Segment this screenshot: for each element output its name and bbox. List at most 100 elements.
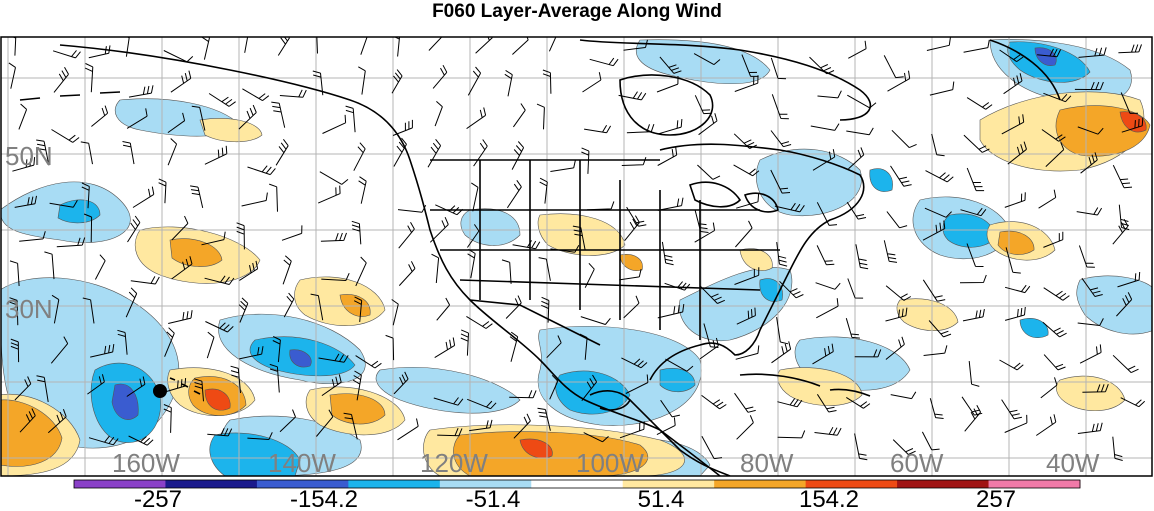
wind-barb — [513, 413, 531, 439]
wind-barb — [391, 299, 399, 326]
wind-barb — [321, 374, 342, 397]
wind-barb — [19, 231, 46, 242]
wind-barb — [391, 69, 403, 94]
wind-barb — [319, 171, 349, 185]
wind-barb — [854, 349, 882, 358]
wind-barb — [929, 398, 944, 419]
positive-anomaly-mid-regions — [1, 105, 1151, 476]
wind-barb — [208, 93, 236, 107]
wind-barb — [539, 177, 548, 204]
wind-barb — [467, 248, 476, 279]
wind-barb — [433, 397, 464, 406]
wind-barb — [550, 159, 576, 172]
wind-barb — [572, 225, 586, 250]
wind-barb — [1001, 114, 1025, 135]
wind-barb — [8, 62, 16, 89]
wind-barb — [817, 90, 842, 99]
wind-barb — [1007, 141, 1027, 165]
colorbar-swatch — [74, 480, 166, 488]
wind-barb — [56, 237, 86, 248]
wind-barb — [431, 253, 440, 284]
wind-barb — [537, 407, 551, 431]
wind-barb — [735, 345, 760, 360]
wind-barb — [885, 336, 905, 360]
lon-label-160w: 160W — [112, 448, 180, 478]
wind-barb — [1118, 204, 1130, 231]
wind-barb — [812, 149, 836, 171]
wind-barb — [963, 39, 990, 53]
wind-barb — [467, 66, 482, 96]
wind-barb — [922, 220, 946, 241]
wind-barb — [1043, 92, 1072, 103]
wind-barb — [1043, 354, 1066, 371]
wind-barb — [167, 138, 178, 166]
wind-barb — [47, 409, 67, 434]
wind-barb — [126, 108, 148, 129]
wind-barb — [816, 245, 835, 266]
wind-barb — [504, 69, 513, 97]
wind-barb — [310, 293, 324, 321]
wind-barb — [816, 394, 837, 413]
wind-barb — [664, 281, 691, 291]
wind-barb — [18, 103, 28, 130]
wind-barb — [1001, 399, 1023, 420]
wind-barb — [657, 304, 685, 319]
wind-barb — [774, 202, 805, 213]
wind-barb — [52, 50, 81, 59]
us-mexico-border — [469, 299, 601, 346]
wind-barb — [275, 139, 289, 166]
wind-barb — [506, 180, 522, 209]
wind-barb — [44, 251, 55, 280]
wind-barb — [469, 419, 493, 432]
wind-barb — [164, 327, 175, 357]
wind-barb — [923, 345, 948, 356]
wind-barb — [473, 139, 488, 167]
wind-barb — [656, 417, 676, 436]
wind-barb — [536, 103, 545, 130]
wind-barb — [1003, 73, 1023, 95]
wind-barb — [587, 201, 615, 211]
wind-barb — [393, 137, 407, 167]
lon-label-60w: 60W — [890, 448, 944, 478]
wind-barb — [846, 201, 867, 220]
wind-barb — [53, 67, 69, 93]
wind-barb — [509, 331, 519, 362]
wind-barb — [1077, 126, 1104, 135]
wind-barb — [279, 89, 307, 98]
wind-barb — [658, 119, 683, 135]
wind-barb — [51, 294, 60, 324]
colorbar-swatch — [165, 480, 258, 488]
wind-barb — [999, 49, 1024, 63]
wind-barb — [815, 282, 841, 290]
wind-barb — [316, 37, 318, 54]
wind-barb — [318, 185, 341, 204]
wind-barb — [435, 204, 464, 216]
wind-barb — [466, 224, 480, 248]
lon-label-140w: 140W — [268, 448, 336, 478]
wind-barb — [460, 329, 469, 356]
wind-barb — [321, 272, 350, 281]
wind-barb — [550, 244, 580, 253]
wind-barb — [272, 336, 281, 363]
wind-barb — [397, 418, 419, 441]
wind-barb — [81, 182, 90, 209]
wind-barb — [883, 240, 898, 263]
wind-barb — [1004, 284, 1031, 294]
wind-barb — [548, 37, 557, 52]
cuba — [739, 373, 821, 387]
wind-barb — [770, 57, 787, 80]
wind-barb — [90, 344, 115, 358]
wind-barb — [925, 170, 954, 183]
wind-barb — [848, 40, 867, 59]
wind-barb — [1043, 287, 1070, 301]
wind-barb — [204, 275, 235, 285]
wind-barb — [735, 220, 753, 248]
wind-barb — [168, 310, 193, 324]
wind-barb — [466, 315, 493, 329]
wind-barb — [581, 147, 590, 174]
wind-barb — [886, 211, 908, 229]
wind-barb — [1112, 436, 1123, 461]
wind-barb — [1079, 344, 1102, 364]
wind-barb — [130, 276, 160, 285]
colorbar-frame — [73, 479, 1081, 489]
